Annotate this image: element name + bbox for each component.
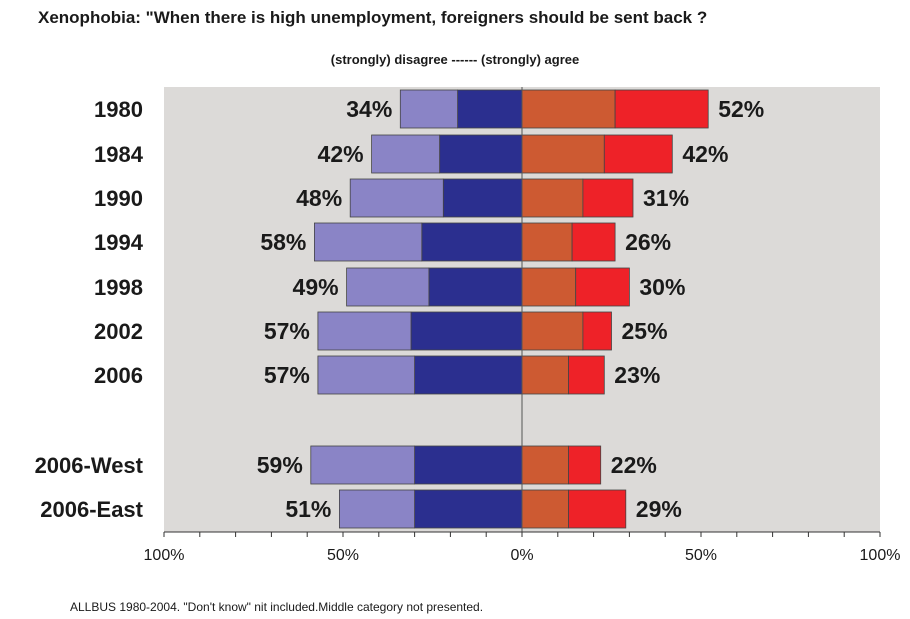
bar-agree-1990	[521, 178, 584, 218]
total-disagree-label: 59%	[257, 452, 303, 478]
x-tick-label: 100%	[144, 547, 185, 564]
x-tick-label: 50%	[685, 547, 717, 564]
bar-disagree-1994	[313, 222, 423, 262]
footnote: ALLBUS 1980-2004. "Don't know" nit inclu…	[70, 600, 484, 614]
bar-strongly-agree-2006	[568, 355, 605, 395]
bar-agree-1994	[521, 222, 573, 262]
total-agree-label: 22%	[611, 452, 657, 478]
total-agree-label: 31%	[643, 185, 689, 211]
bar-agree-2002	[521, 311, 584, 351]
bar-strongly-disagree-2006-West	[414, 445, 523, 485]
bar-strongly-agree-2002	[582, 311, 612, 351]
bar-disagree-2002	[317, 311, 412, 351]
bar-disagree-2006-East	[338, 489, 415, 529]
bar-agree-2006	[521, 355, 569, 395]
category-label: 2006-West	[35, 453, 144, 478]
total-disagree-label: 49%	[293, 274, 339, 300]
total-agree-label: 26%	[625, 229, 671, 255]
bar-agree-2006-West	[521, 445, 569, 485]
bar-strongly-disagree-1998	[428, 267, 523, 307]
chart-title: Xenophobia: "When there is high unemploy…	[38, 8, 708, 27]
total-disagree-label: 58%	[260, 229, 306, 255]
bar-disagree-2006-West	[310, 445, 415, 485]
total-disagree-label: 34%	[346, 96, 392, 122]
total-disagree-label: 42%	[318, 141, 364, 167]
x-tick-label: 100%	[860, 547, 901, 564]
category-label: 1984	[94, 142, 144, 167]
chart-subtitle: (strongly) disagree ------ (strongly) ag…	[330, 52, 580, 67]
total-disagree-label: 57%	[264, 318, 310, 344]
bar-strongly-disagree-1980	[457, 89, 523, 129]
total-disagree-label: 51%	[285, 496, 331, 522]
bar-strongly-agree-2006-West	[568, 445, 602, 485]
bar-strongly-agree-1984	[603, 134, 673, 174]
category-label: 1990	[94, 186, 143, 211]
category-label: 2006	[94, 363, 143, 388]
bar-disagree-2006	[317, 355, 415, 395]
x-tick-label: 0%	[510, 547, 533, 564]
category-label: 1998	[94, 275, 143, 300]
total-disagree-label: 48%	[296, 185, 342, 211]
category-label: 2006-East	[40, 497, 143, 522]
total-agree-label: 30%	[639, 274, 685, 300]
x-tick-label: 50%	[327, 547, 359, 564]
bar-strongly-agree-1990	[582, 178, 634, 218]
total-agree-label: 25%	[622, 318, 668, 344]
category-label: 1980	[94, 97, 143, 122]
bar-strongly-agree-1980	[614, 89, 709, 129]
bar-strongly-disagree-2006	[414, 355, 523, 395]
total-disagree-label: 57%	[264, 362, 310, 388]
diverging-bar-chart: 100% 50% 0% 50% 100% 1980 34% 52% 1984 42% 42% 199…	[35, 87, 901, 564]
bar-disagree-1980	[399, 89, 458, 129]
bar-strongly-agree-1998	[575, 267, 630, 307]
bar-strongly-disagree-2002	[410, 311, 523, 351]
bar-disagree-1998	[346, 267, 430, 307]
total-agree-label: 42%	[682, 141, 728, 167]
total-agree-label: 29%	[636, 496, 682, 522]
bar-strongly-disagree-1990	[442, 178, 523, 218]
category-label: 2002	[94, 319, 143, 344]
bar-strongly-disagree-2006-East	[414, 489, 523, 529]
bar-agree-2006-East	[521, 489, 569, 529]
bar-agree-1998	[521, 267, 577, 307]
bar-disagree-1984	[371, 134, 441, 174]
category-label: 1994	[94, 230, 144, 255]
bar-strongly-disagree-1984	[439, 134, 523, 174]
total-agree-label: 23%	[614, 362, 660, 388]
bar-strongly-disagree-1994	[421, 222, 523, 262]
bar-strongly-agree-1994	[571, 222, 616, 262]
bar-agree-1984	[521, 134, 605, 174]
bar-strongly-agree-2006-East	[568, 489, 627, 529]
bar-disagree-1990	[349, 178, 444, 218]
bar-agree-1980	[521, 89, 616, 129]
total-agree-label: 52%	[718, 96, 764, 122]
